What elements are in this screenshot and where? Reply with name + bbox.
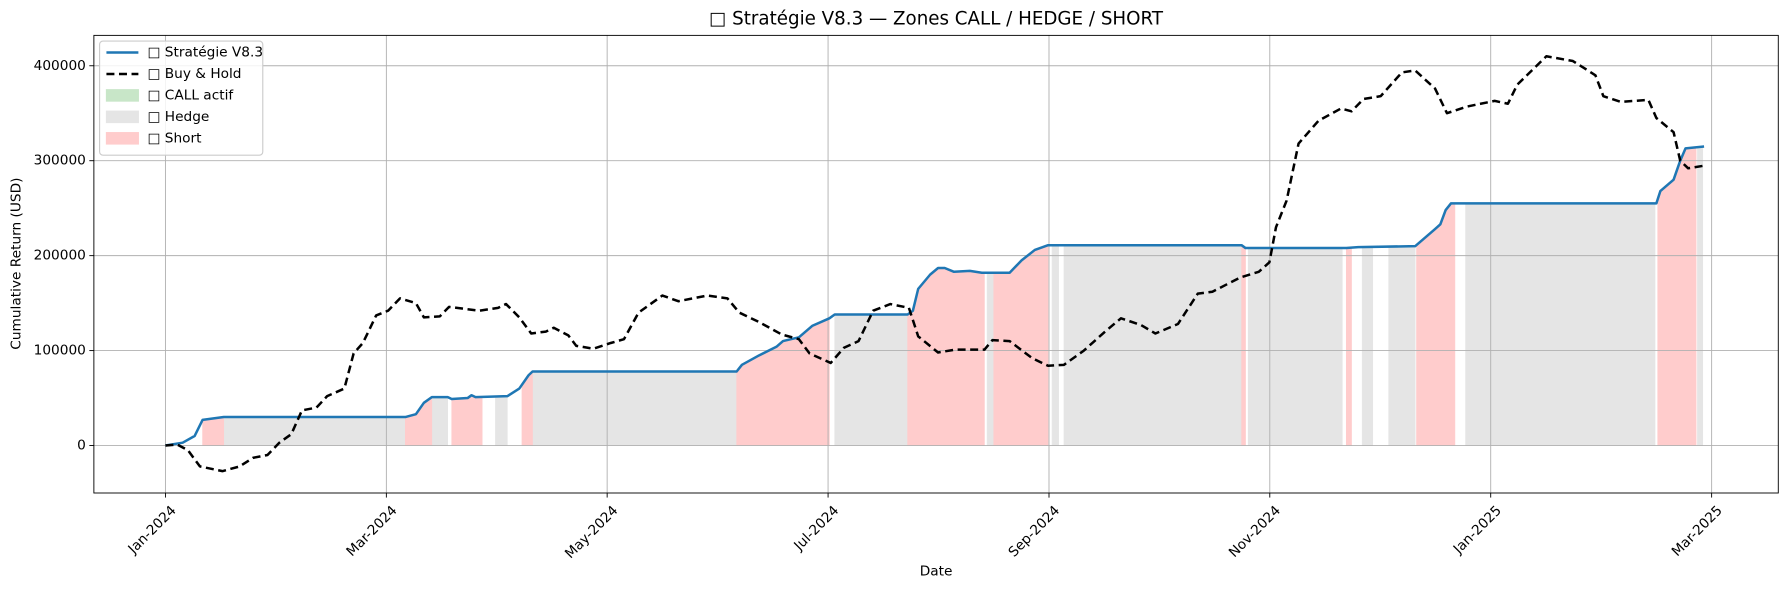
legend-label: □ Buy & Hold	[148, 66, 242, 82]
y-tick-label: 400000	[34, 58, 86, 74]
zone-area	[736, 317, 830, 446]
x-tick-label: Mar-2025	[1669, 503, 1726, 560]
zone-area	[1697, 146, 1704, 446]
y-tick-label: 0	[77, 438, 86, 454]
x-tick-label: Jan-2025	[1450, 503, 1505, 558]
zone-area	[1051, 244, 1059, 446]
zone-area	[1361, 246, 1374, 446]
legend-box	[99, 40, 264, 156]
zone-area	[993, 244, 1049, 446]
zone-area	[1465, 203, 1656, 446]
y-tick-label: 300000	[34, 153, 86, 169]
legend-patch	[105, 89, 139, 102]
zone-area	[431, 396, 449, 446]
y-axis-label: Cumulative Return (USD)	[8, 178, 24, 350]
legend-patch	[105, 132, 139, 145]
x-tick-label: Sep-2024	[1005, 503, 1063, 561]
zone-area	[495, 395, 508, 446]
lines	[165, 55, 1706, 473]
x-tick-label: Jan-2024	[125, 503, 180, 558]
zone-area	[405, 396, 433, 446]
zone-area	[532, 371, 737, 446]
zone-area	[834, 314, 908, 446]
zone-area	[907, 267, 985, 446]
chart-title: □ Stratégie V8.3 — Zones CALL / HEDGE / …	[709, 8, 1164, 29]
zones	[202, 146, 1704, 446]
x-tick-label: May-2024	[562, 503, 621, 562]
x-tick-label: Jul-2024	[790, 503, 842, 555]
legend-patch	[105, 110, 139, 124]
legend-label: □ Stratégie V8.3	[148, 44, 264, 60]
x-tick-label: Mar-2024	[343, 503, 400, 560]
series-line	[165, 55, 1706, 473]
x-tick-label: Nov-2024	[1226, 503, 1284, 561]
legend-label: □ Hedge	[148, 109, 210, 125]
legend-label: □ Short	[148, 130, 203, 146]
y-tick-label: 100000	[34, 343, 86, 359]
y-tick-label: 200000	[34, 248, 86, 264]
series-line	[165, 145, 1705, 447]
zone-area	[223, 416, 406, 446]
zone-area	[1345, 247, 1352, 446]
x-axis-label: Date	[920, 564, 953, 580]
zone-area	[1657, 146, 1697, 446]
legend: □ Stratégie V8.3 □ Buy & Hold □ CALL actif…	[99, 40, 264, 156]
zone-area	[986, 272, 995, 446]
legend-label: □ CALL actif	[148, 87, 235, 103]
zone-area	[202, 416, 225, 446]
plot-frame	[93, 34, 1779, 494]
zone-area	[1388, 245, 1416, 446]
zone-area	[1247, 247, 1343, 446]
zone-area	[451, 394, 483, 446]
